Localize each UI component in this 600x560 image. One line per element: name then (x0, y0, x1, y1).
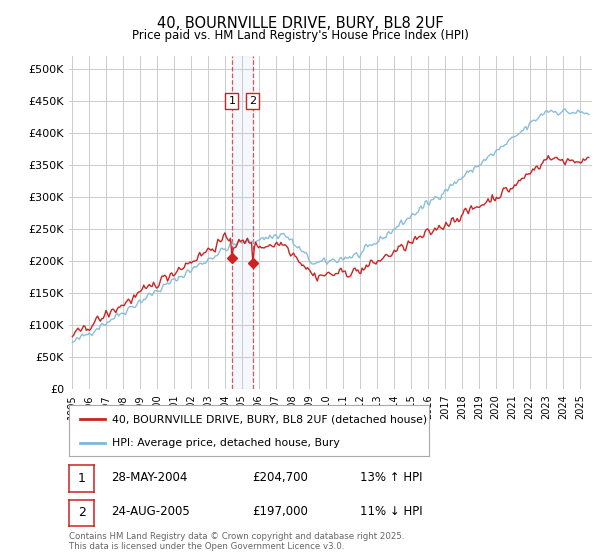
Text: 11% ↓ HPI: 11% ↓ HPI (360, 505, 422, 519)
Text: Contains HM Land Registry data © Crown copyright and database right 2025.
This d: Contains HM Land Registry data © Crown c… (69, 532, 404, 552)
Text: 2: 2 (77, 506, 86, 520)
Text: £204,700: £204,700 (252, 470, 308, 484)
Text: 24-AUG-2005: 24-AUG-2005 (111, 505, 190, 519)
Text: 13% ↑ HPI: 13% ↑ HPI (360, 470, 422, 484)
Text: HPI: Average price, detached house, Bury: HPI: Average price, detached house, Bury (112, 438, 340, 448)
Text: Price paid vs. HM Land Registry's House Price Index (HPI): Price paid vs. HM Land Registry's House … (131, 29, 469, 42)
Text: £197,000: £197,000 (252, 505, 308, 519)
Text: 28-MAY-2004: 28-MAY-2004 (111, 470, 187, 484)
Text: 1: 1 (77, 472, 86, 485)
Text: 1: 1 (229, 96, 235, 106)
Text: 40, BOURNVILLE DRIVE, BURY, BL8 2UF: 40, BOURNVILLE DRIVE, BURY, BL8 2UF (157, 16, 443, 31)
Text: 40, BOURNVILLE DRIVE, BURY, BL8 2UF (detached house): 40, BOURNVILLE DRIVE, BURY, BL8 2UF (det… (112, 414, 427, 424)
Text: 2: 2 (249, 96, 256, 106)
Bar (232, 56, 253, 389)
